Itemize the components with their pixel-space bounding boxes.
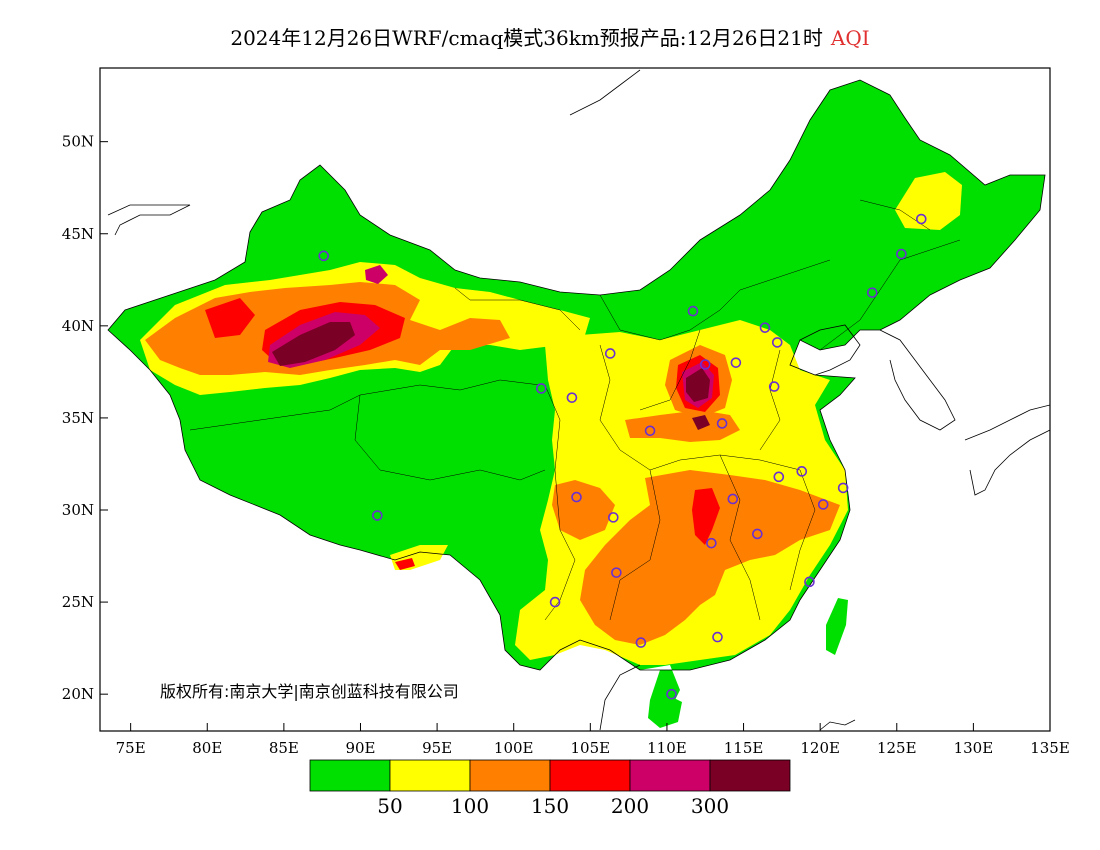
y-tick-label: 25N (62, 593, 94, 611)
station-marker (372, 510, 383, 521)
x-tick-label: 90E (345, 739, 375, 757)
x-tick-label: 100E (494, 739, 534, 757)
y-axis: 20N 25N 30N 35N 40N 45N 50N (62, 133, 108, 703)
map-frame (99, 67, 1051, 732)
y-tick-label: 30N (62, 501, 94, 519)
sakhalin-coast (569, 69, 641, 116)
balkhash-coast (107, 204, 191, 236)
y-tick-label: 20N (62, 685, 94, 703)
x-tick-label: 80E (192, 739, 222, 757)
legend-break-label: 100 (451, 794, 489, 818)
station-marker (604, 348, 616, 359)
aqi-maroon-spot (692, 415, 710, 430)
legend-swatch (709, 759, 791, 792)
y-tick-label: 40N (62, 317, 94, 335)
y-tick-label: 50N (62, 133, 94, 151)
chart-title: 2024年12月26日WRF/cmaq模式36km预报产品:12月26日21时 A… (0, 22, 1100, 51)
x-tick-label: 135E (1030, 739, 1070, 757)
station-marker (566, 392, 578, 403)
y-tick-label: 35N (62, 409, 94, 427)
aqi-orange-sichuan (552, 480, 615, 540)
station-marker (549, 596, 561, 608)
station-marker (804, 576, 815, 588)
legend-swatch (309, 759, 391, 792)
station-marker (896, 248, 907, 260)
legend-break-label: 300 (691, 794, 729, 818)
legend-swatch (629, 759, 711, 792)
aqi-red-central (692, 488, 720, 545)
province-boundaries (189, 199, 961, 621)
legend-break-label: 200 (611, 794, 649, 818)
x-axis: 75E 80E 85E 90E 95E 100E 105E 110E 115E 120E 125E 1… (116, 723, 1070, 757)
station-marker (712, 631, 723, 643)
station-marker (727, 493, 739, 505)
legend-swatch (469, 759, 551, 792)
station-marker (699, 359, 711, 370)
bohai-coast (799, 324, 861, 376)
taiwan-green (826, 598, 848, 655)
hainan-green (648, 696, 682, 728)
aqi-purple-spot (365, 265, 388, 284)
korea-coast (879, 329, 956, 431)
aqi-red-tibet-spot (395, 558, 415, 570)
station-marker (817, 499, 829, 510)
x-tick-label: 105E (571, 739, 611, 757)
station-marker (716, 418, 728, 429)
japan-coast (964, 404, 1050, 496)
x-tick-label: 110E (647, 739, 687, 757)
aqi-maroon-henan (686, 368, 710, 402)
x-tick-label: 85E (269, 739, 299, 757)
station-marker (318, 250, 330, 262)
station-marker (752, 528, 763, 540)
aqi-yellow-northeast (895, 172, 962, 230)
y-tick-label: 45N (62, 225, 94, 243)
monitoring-stations (318, 213, 927, 700)
legend-swatch (389, 759, 471, 792)
station-marker (730, 357, 742, 368)
station-marker (759, 322, 771, 333)
station-marker (608, 512, 619, 523)
aqi-orange-central (580, 470, 840, 645)
station-marker (771, 337, 783, 348)
station-marker (644, 425, 656, 437)
aqi-legend: 50 100 150 200 300 (309, 759, 791, 818)
x-tick-label: 120E (800, 739, 840, 757)
x-tick-label: 125E (877, 739, 917, 757)
x-tick-label: 115E (724, 739, 764, 757)
x-tick-label: 75E (116, 739, 146, 757)
station-marker (611, 567, 622, 578)
station-marker (866, 287, 878, 298)
aqi-maroon-tarim (272, 322, 355, 366)
aqi-red-xinjiang (205, 298, 255, 338)
legend-break-label: 150 (531, 794, 569, 818)
station-marker (796, 466, 808, 477)
station-marker (687, 305, 699, 317)
station-marker (706, 537, 717, 549)
station-marker (535, 383, 547, 394)
station-marker (915, 213, 927, 225)
station-marker (571, 491, 582, 503)
copyright-label: 版权所有:南京大学|南京创蓝科技有限公司 (160, 682, 459, 701)
legend-swatch (549, 759, 631, 792)
china-border-outline (107, 79, 1046, 671)
legend-break-label: 50 (377, 794, 402, 818)
title-main: 2024年12月26日WRF/cmaq模式36km预报产品:12月26日21时 (230, 26, 823, 50)
title-variable: AQI (830, 26, 870, 50)
x-tick-label: 130E (954, 739, 994, 757)
station-marker (635, 637, 647, 648)
station-marker (666, 688, 677, 700)
station-marker (768, 381, 780, 392)
station-marker (773, 471, 785, 483)
indochina-coast (599, 664, 856, 731)
x-tick-label: 95E (422, 739, 452, 757)
station-marker (837, 482, 849, 494)
